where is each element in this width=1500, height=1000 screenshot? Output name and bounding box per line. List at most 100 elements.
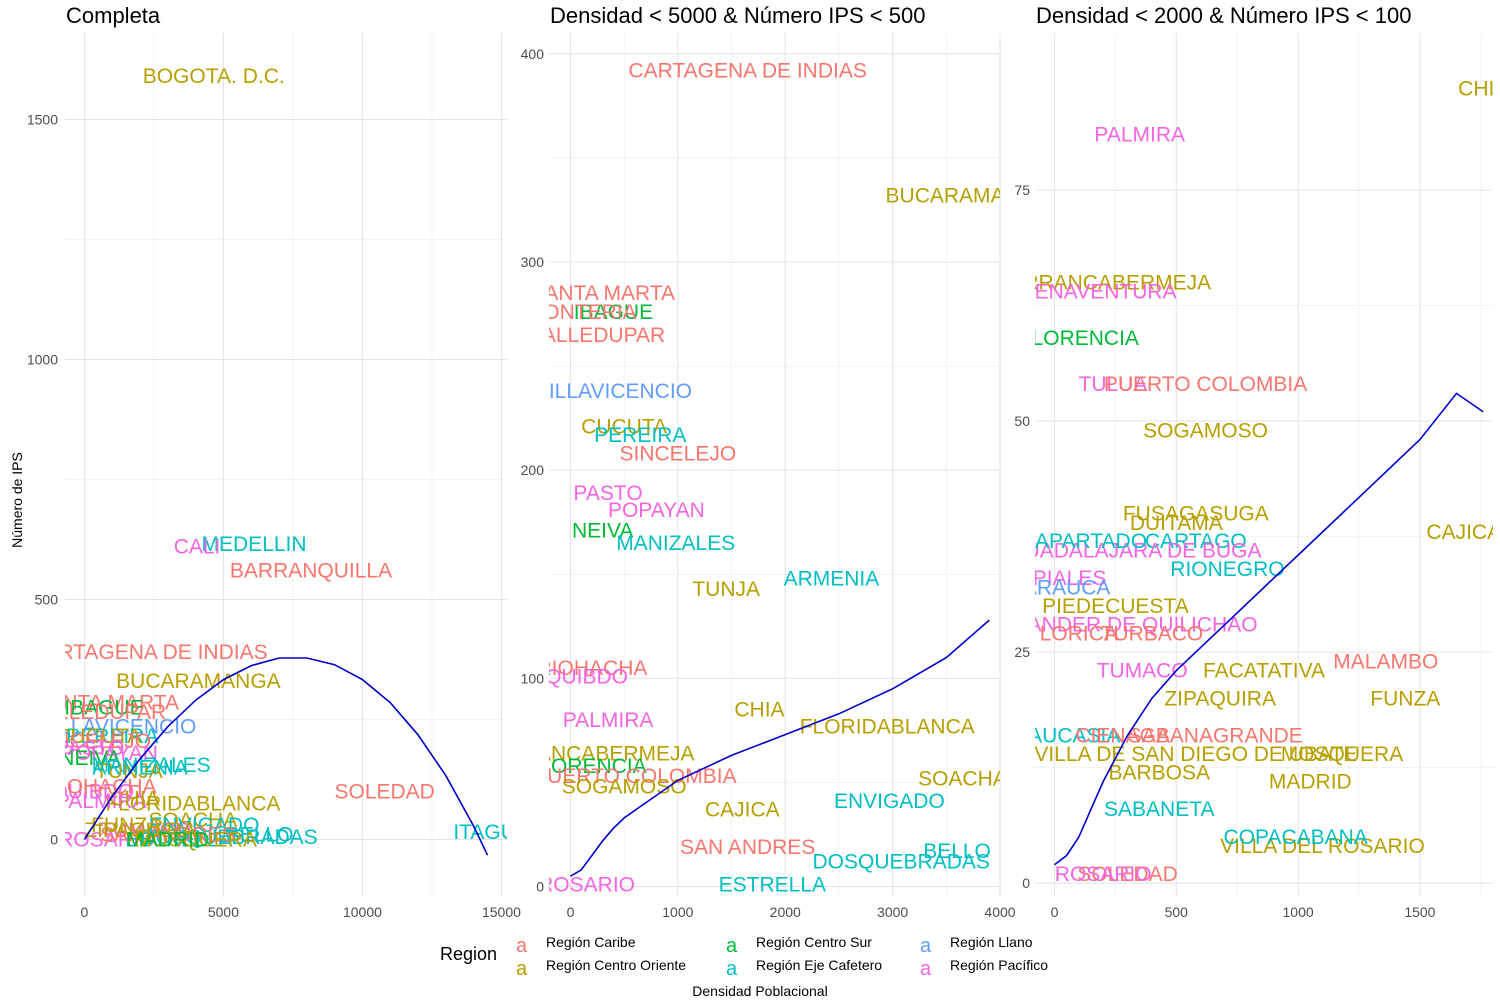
point-label: ITAGUI [453,821,521,844]
y-tick-label: 50 [1014,413,1030,429]
point-label: ENVIGADO [834,790,945,813]
point-label: FUSAGASUGA [1123,503,1269,526]
trend-line [570,619,990,877]
y-tick-label: 100 [521,670,545,686]
point-label: CUCUTA [55,725,141,748]
point-label: PEREIRA [66,725,158,748]
legend-key: a [726,935,738,957]
point-label: SAN ANDRES [680,836,815,859]
point-label: TUMACO [100,819,191,842]
x-tick-label: 5000 [208,904,239,920]
point-label: SOGAMOSO [562,776,687,799]
point-label: FACATATIVA [1203,660,1325,683]
x-tick-label: 15000 [482,904,521,920]
point-label: NEIVA [59,747,120,770]
y-tick-label: 75 [1014,182,1030,198]
x-tick-label: 10000 [343,904,382,920]
point-label: SOLEDAD [334,780,434,803]
point-label: POPAYAN [608,499,705,522]
point-label: CARTAGO [1145,530,1247,553]
point-label: BUENAVENTURA [1005,281,1176,304]
point-label: PUERTO COLOMBIA [533,765,736,788]
panel-title: Completa [66,3,161,28]
point-label: ROSARIO [1055,863,1152,886]
x-tick-label: 3000 [877,904,908,920]
point-label: ZIPAQUIRA [84,819,196,842]
point-label: BARRANCABERMEJA [479,742,695,765]
y-tick-label: 400 [521,46,545,62]
point-label: ESTRELLA [719,874,826,897]
point-label: SINCELEJO [34,730,151,753]
point-label: LORICA [1040,623,1118,646]
point-label: VILLAVICENCIO [535,380,692,403]
point-label: SAN ANDRES [100,824,235,847]
x-tick-label: 1500 [1404,904,1435,920]
point-label: MANIZALES [616,532,735,555]
legend: Region a Región Caribe a Región Centro Orie… [440,934,1048,980]
point-label: BELLO [226,824,294,847]
point-label: ROSARIO [538,874,635,897]
y-tick-label: 1000 [27,351,58,367]
x-tick-label: 2000 [770,904,801,920]
point-label: PASTO [573,482,642,505]
point-label: FUNZA [91,814,161,837]
x-tick-label: 0 [81,904,89,920]
point-label: CARTAGENA DE INDIAS [628,59,866,82]
point-label: PUERTO COLOMBIA [1104,373,1307,396]
legend-key: a [920,935,932,957]
panel-completa: 0 5000 10000 15000 0 500 1000 1500 BOGOTA. D.C. M… [27,3,521,920]
point-label: SOACHA [149,809,238,832]
point-label: MADRID [1269,770,1352,793]
legend-label: Región Caribe [546,934,636,950]
panel-title: Densidad < 5000 & Número IPS < 500 [550,3,925,28]
point-label: MALAMBO [1333,650,1438,673]
point-label: FLORENCIA [526,755,646,778]
point-label: BARRANQUILLA [230,560,392,583]
point-label: BUCARAMANGA [116,670,281,693]
point-label: FLORIDABLANCA [105,792,280,815]
point-label: PIEDECUESTA [1042,595,1189,618]
point-label: MADRID [126,828,209,851]
point-label: PEREIRA [594,424,686,447]
point-label: TUMACO [1097,660,1188,683]
point-label: CARTAGENA DE INDIAS [29,641,267,664]
y-tick-label: 0 [536,879,544,895]
point-label: TULUA [1079,373,1148,396]
point-label: ARMENIA [92,756,188,779]
point-label: SANTA MARTA [530,282,675,305]
point-label: PALMIRA [1094,124,1185,147]
x-tick-label: 1000 [662,904,693,920]
point-label: VILLA DEL ROSARIO [1220,835,1425,858]
point-label: FLORIDABLANCA [800,715,975,738]
point-label: VALLEDUPAR [30,701,166,724]
y-tick-label: 25 [1014,644,1030,660]
point-label: MEDELLIN [202,533,307,556]
point-label: CAJICA [1426,521,1500,544]
point-label: GUADALAJARA DE BUGA [1008,539,1261,562]
point-label: SOLEDAD [1077,863,1177,886]
point-label: PALMIRA [56,790,147,813]
point-label: SOACHA [918,767,1007,790]
point-label: CAUCASIA [1013,724,1120,747]
y-axis-title: Número de IPS [9,452,25,548]
point-label: CIENAGA [1075,724,1170,747]
y-tick-label: 0 [1022,875,1030,891]
point-label: IBAGUE [64,696,143,719]
point-label: QUIBDO [545,665,628,688]
point-label: ZIPAQUIRA [1164,687,1276,710]
point-label: BELLO [923,840,991,863]
point-label: NEIVA [572,520,633,543]
legend-key: a [516,958,528,980]
point-label: TUNJA [692,578,760,601]
point-label: SANTANDER DE QUILICHAO [973,613,1257,636]
point-label: COPACABANA [1224,826,1368,849]
point-label: MOSQUERA [1281,743,1404,766]
point-label: DOSQUEBRADAS [140,826,317,849]
x-axis-title: Densidad Poblacional [692,983,827,999]
point-label: CALI [174,536,221,559]
point-label: BOGOTA. D.C. [143,65,285,88]
point-label: SABANAGRANDE [1128,724,1303,747]
point-label: BARBOSA [1108,761,1210,784]
point-label: CUCUTA [581,415,667,438]
